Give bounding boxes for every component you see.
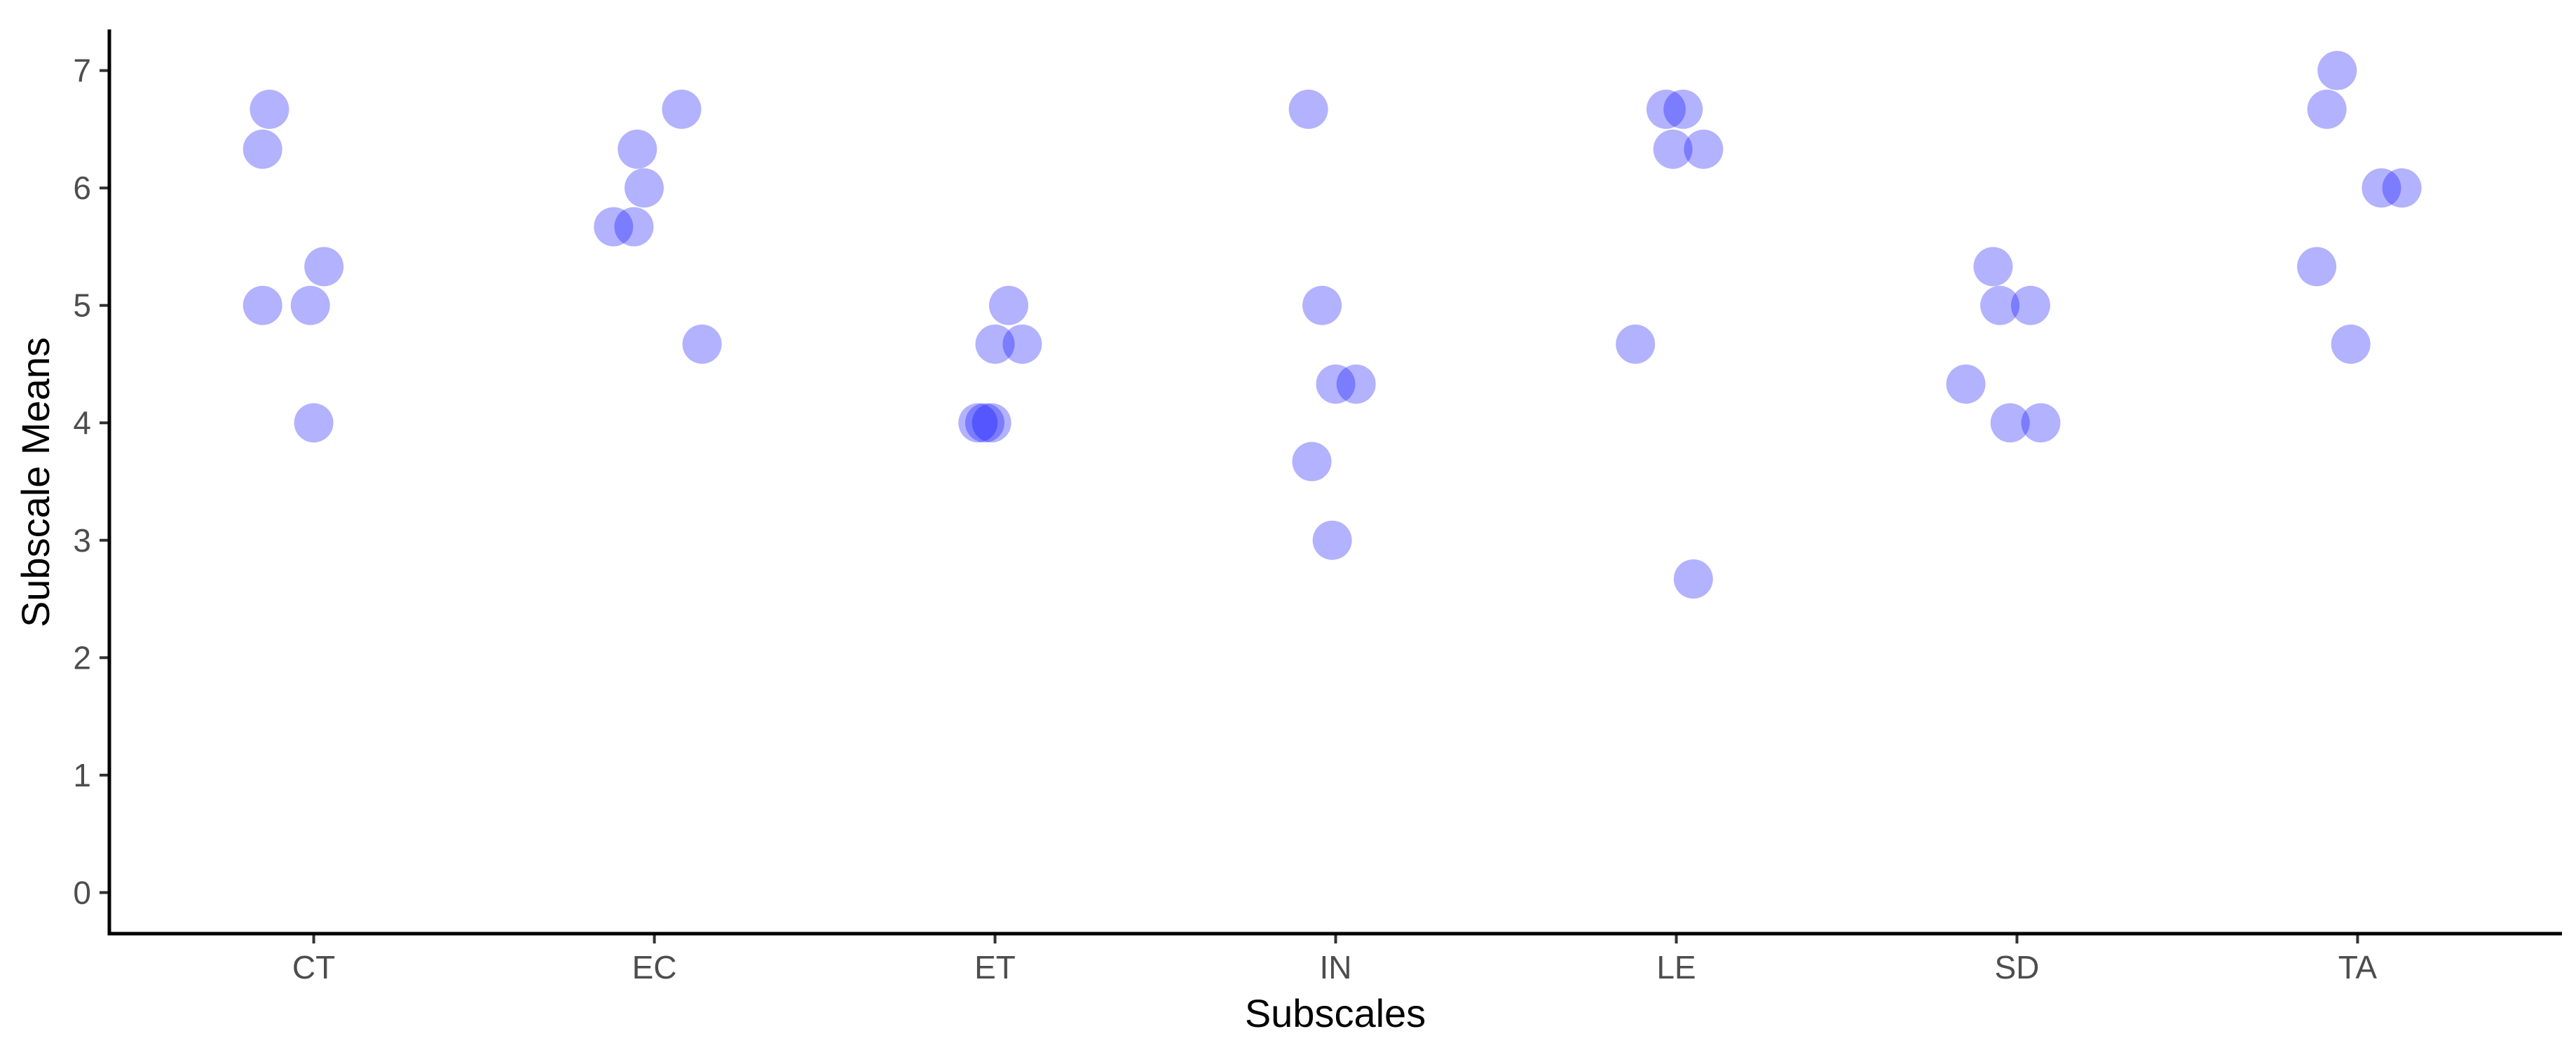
x-tick-label-ta: TA xyxy=(2338,949,2378,986)
data-point-sd xyxy=(2021,403,2061,443)
points-layer xyxy=(243,50,2422,599)
x-tick-label-le: LE xyxy=(1656,949,1696,986)
data-point-ec xyxy=(618,129,657,169)
data-point-sd xyxy=(1980,285,2020,325)
data-point-in xyxy=(1288,89,1328,129)
data-point-ec xyxy=(624,168,664,208)
y-tick-label: 4 xyxy=(73,404,91,441)
y-tick-label: 7 xyxy=(73,53,91,89)
data-point-le xyxy=(1663,89,1703,129)
y-tick-label: 1 xyxy=(73,757,91,793)
x-axis-title: Subscales xyxy=(1245,991,1426,1035)
data-point-le xyxy=(1646,89,1686,129)
y-tick-label: 0 xyxy=(73,874,91,911)
x-tick-label-et: ET xyxy=(974,949,1016,986)
data-point-sd xyxy=(1946,364,1986,404)
x-tick-label-ct: CT xyxy=(292,949,335,986)
y-tick-label: 6 xyxy=(73,170,91,206)
data-point-ta xyxy=(2382,168,2422,208)
data-point-ec xyxy=(682,324,722,364)
x-tick-label-sd: SD xyxy=(1994,949,2039,986)
data-point-sd xyxy=(1973,247,2013,287)
data-point-ta xyxy=(2297,247,2337,287)
data-point-le xyxy=(1673,559,1713,599)
data-point-in xyxy=(1312,520,1352,560)
data-point-in xyxy=(1292,442,1332,482)
data-point-in xyxy=(1302,285,1342,325)
data-point-ct xyxy=(243,129,282,169)
data-point-in xyxy=(1336,364,1376,404)
y-tick-label: 2 xyxy=(73,639,91,676)
data-point-ec xyxy=(614,207,654,247)
data-point-le xyxy=(1653,129,1693,169)
y-tick-label: 3 xyxy=(73,522,91,559)
data-point-ct xyxy=(290,285,330,325)
data-point-ec xyxy=(662,89,702,129)
data-point-ct xyxy=(250,89,289,129)
data-point-ct xyxy=(243,285,282,325)
y-tick-label: 5 xyxy=(73,287,91,324)
data-point-ec xyxy=(594,207,634,247)
data-point-sd xyxy=(1990,403,2030,443)
data-point-et xyxy=(975,324,1015,364)
data-point-sd xyxy=(2010,285,2050,325)
data-point-et xyxy=(965,403,1004,443)
data-point-ta xyxy=(2317,50,2357,90)
data-point-in xyxy=(1316,364,1356,404)
y-axis-title: Subscale Means xyxy=(13,337,57,627)
data-point-ct xyxy=(304,247,344,287)
x-tick-label-in: IN xyxy=(1320,949,1352,986)
data-point-le xyxy=(1684,129,1724,169)
data-point-le xyxy=(1616,324,1656,364)
data-point-et xyxy=(1002,324,1042,364)
data-point-ta xyxy=(2307,89,2347,129)
data-point-ta xyxy=(2362,168,2401,208)
x-tick-label-ec: EC xyxy=(632,949,677,986)
data-point-et xyxy=(958,403,998,443)
data-point-et xyxy=(972,403,1011,443)
y-axis-ticks: 0 1 2 3 4 5 6 7 xyxy=(73,53,109,911)
data-point-ct xyxy=(294,403,334,443)
data-point-ta xyxy=(2331,324,2371,364)
data-point-et xyxy=(988,285,1028,325)
x-axis-ticks: CT EC ET IN LE SD TA xyxy=(292,934,2377,986)
